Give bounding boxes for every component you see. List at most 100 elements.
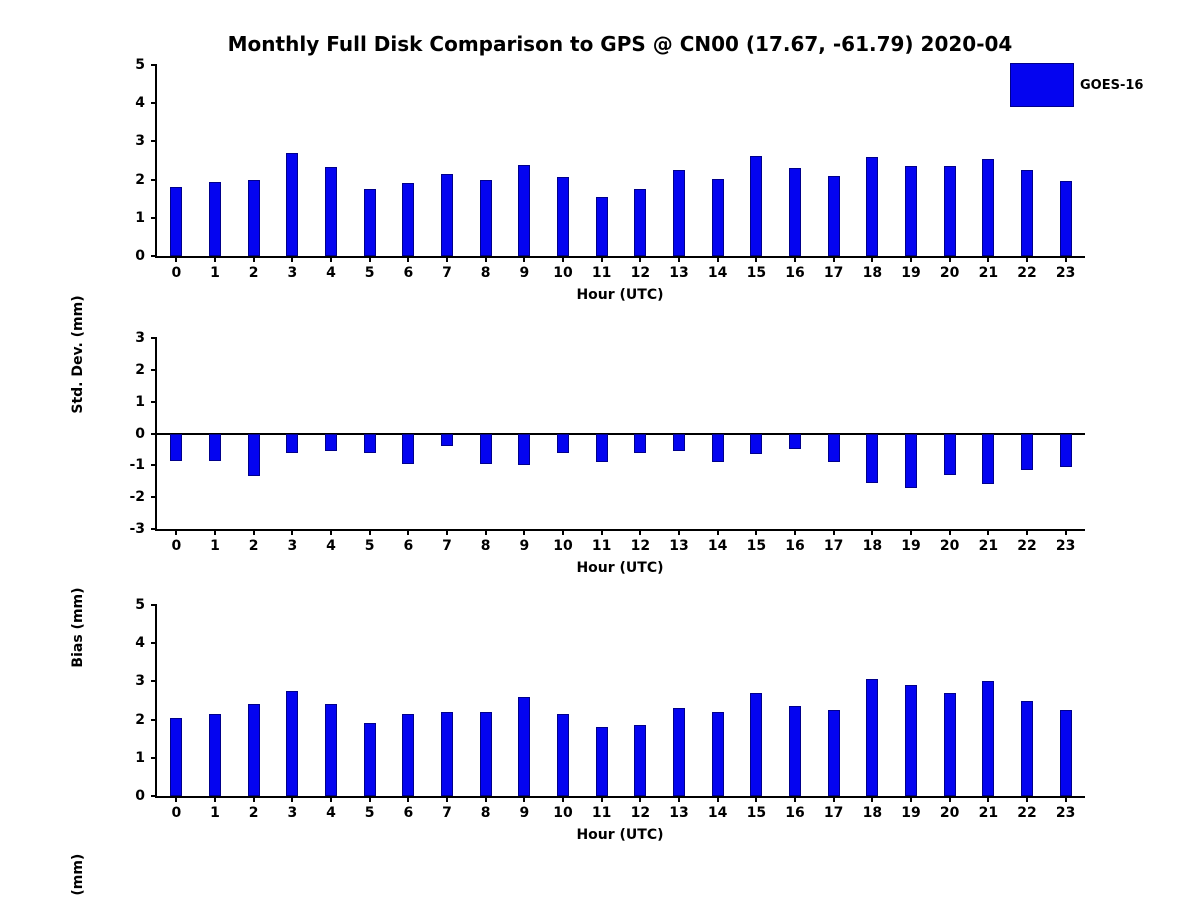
std_dev-bar [325, 167, 337, 256]
x-tick [910, 529, 912, 535]
x-tick-label: 6 [403, 805, 414, 821]
y-tick [151, 178, 157, 181]
x-tick [678, 529, 680, 535]
x-tick [871, 796, 874, 802]
bias-bar [286, 433, 299, 453]
std_dev-bar [518, 165, 531, 256]
x-tick [291, 256, 294, 262]
x-tick-label: 0 [171, 805, 182, 821]
x-tick-label: 3 [287, 805, 298, 821]
x-tick-label: 15 [746, 538, 767, 554]
x-tick-label: 8 [480, 265, 491, 281]
x-tick-label: 10 [553, 538, 573, 554]
rms-bar [1021, 700, 1033, 796]
x-tick [639, 529, 642, 535]
legend-swatch-goes16 [1010, 63, 1074, 107]
x-tick [755, 529, 758, 535]
rms-bar [943, 692, 956, 796]
y-tick [151, 337, 157, 339]
x-tick [948, 256, 951, 262]
x-tick [523, 529, 526, 535]
bias-bar [866, 433, 879, 483]
x-tick-label: 13 [669, 805, 689, 821]
x-tick [755, 796, 758, 802]
y-tick-label: 5 [135, 57, 145, 73]
x-tick [871, 256, 874, 262]
rms-bar [827, 710, 840, 796]
x-tick-label: 9 [519, 805, 530, 821]
x-tick [407, 256, 410, 262]
rms-bar [711, 711, 724, 796]
rms-bar [518, 696, 531, 796]
bias-bar [789, 433, 801, 450]
bias-bar [325, 433, 337, 451]
x-tick-label: 6 [403, 538, 414, 554]
x-tick [291, 796, 294, 802]
y-tick-label: 3 [135, 673, 145, 690]
bias-x-axis-label: Hour (UTC) [576, 560, 664, 576]
y-tick [151, 496, 157, 499]
rms-bar [673, 708, 685, 796]
x-tick-label: 21 [978, 265, 999, 281]
x-tick-label: 16 [785, 265, 805, 281]
bias-bar [982, 433, 995, 485]
x-tick [330, 256, 332, 262]
rms-bar [1059, 710, 1072, 796]
y-tick [151, 400, 157, 403]
x-tick-label: 8 [480, 538, 491, 554]
x-tick [214, 256, 216, 262]
bias-bar [634, 433, 647, 453]
x-tick-label: 4 [326, 538, 336, 554]
x-tick [214, 529, 216, 535]
bias-bar [557, 433, 569, 453]
x-tick-label: 2 [248, 538, 259, 554]
x-tick [794, 256, 796, 262]
bias-bar [943, 433, 956, 475]
stddev-panel: Std. Dev. (mm) 0 1 2 3 4 5 0 1 2 3 4 5 6 7 8 9 10 11 12 13 1… [0, 57, 1200, 414]
x-tick-label: 12 [630, 265, 651, 281]
std_dev-bar [479, 179, 492, 256]
x-tick-label: 17 [823, 265, 844, 281]
y-tick-label: 2 [135, 711, 145, 728]
rms-bar [170, 717, 183, 796]
x-tick [987, 796, 990, 802]
x-tick-label: 6 [403, 265, 414, 281]
y-tick [151, 432, 157, 435]
y-tick-label: -1 [129, 457, 145, 474]
std_dev-bar [209, 181, 221, 256]
bias-bar [479, 433, 492, 464]
x-tick-label: 4 [326, 805, 336, 821]
x-tick-label: 17 [823, 538, 844, 554]
x-tick [794, 796, 796, 802]
std_dev-bar [441, 173, 453, 256]
x-tick [987, 256, 990, 262]
x-tick-label: 22 [1017, 265, 1037, 281]
x-tick-label: 5 [364, 805, 375, 821]
std_dev-bar [286, 152, 299, 256]
x-tick [1026, 529, 1028, 535]
x-tick [600, 796, 603, 802]
x-tick [484, 256, 487, 262]
x-tick-label: 19 [901, 265, 921, 281]
x-tick-label: 11 [591, 265, 612, 281]
x-tick-label: 0 [171, 538, 182, 554]
bias-bar [209, 433, 221, 461]
x-tick [484, 529, 487, 535]
rms-bar [325, 704, 337, 796]
x-tick-label: 1 [210, 265, 220, 281]
std_dev-bar [943, 166, 956, 256]
x-tick [600, 529, 603, 535]
x-tick [252, 256, 255, 262]
x-tick-label: 18 [862, 265, 883, 281]
stddev-x-axis-label: Hour (UTC) [576, 287, 664, 303]
x-tick-label: 18 [862, 805, 883, 821]
x-tick-label: 9 [519, 538, 530, 554]
x-tick-label: 7 [442, 538, 452, 554]
x-tick-label: 23 [1055, 265, 1076, 281]
bias-bar [518, 433, 531, 466]
x-tick-label: 20 [939, 805, 960, 821]
x-tick [562, 256, 564, 262]
x-tick [1026, 796, 1028, 802]
std_dev-bar [982, 158, 995, 256]
x-tick [832, 529, 835, 535]
